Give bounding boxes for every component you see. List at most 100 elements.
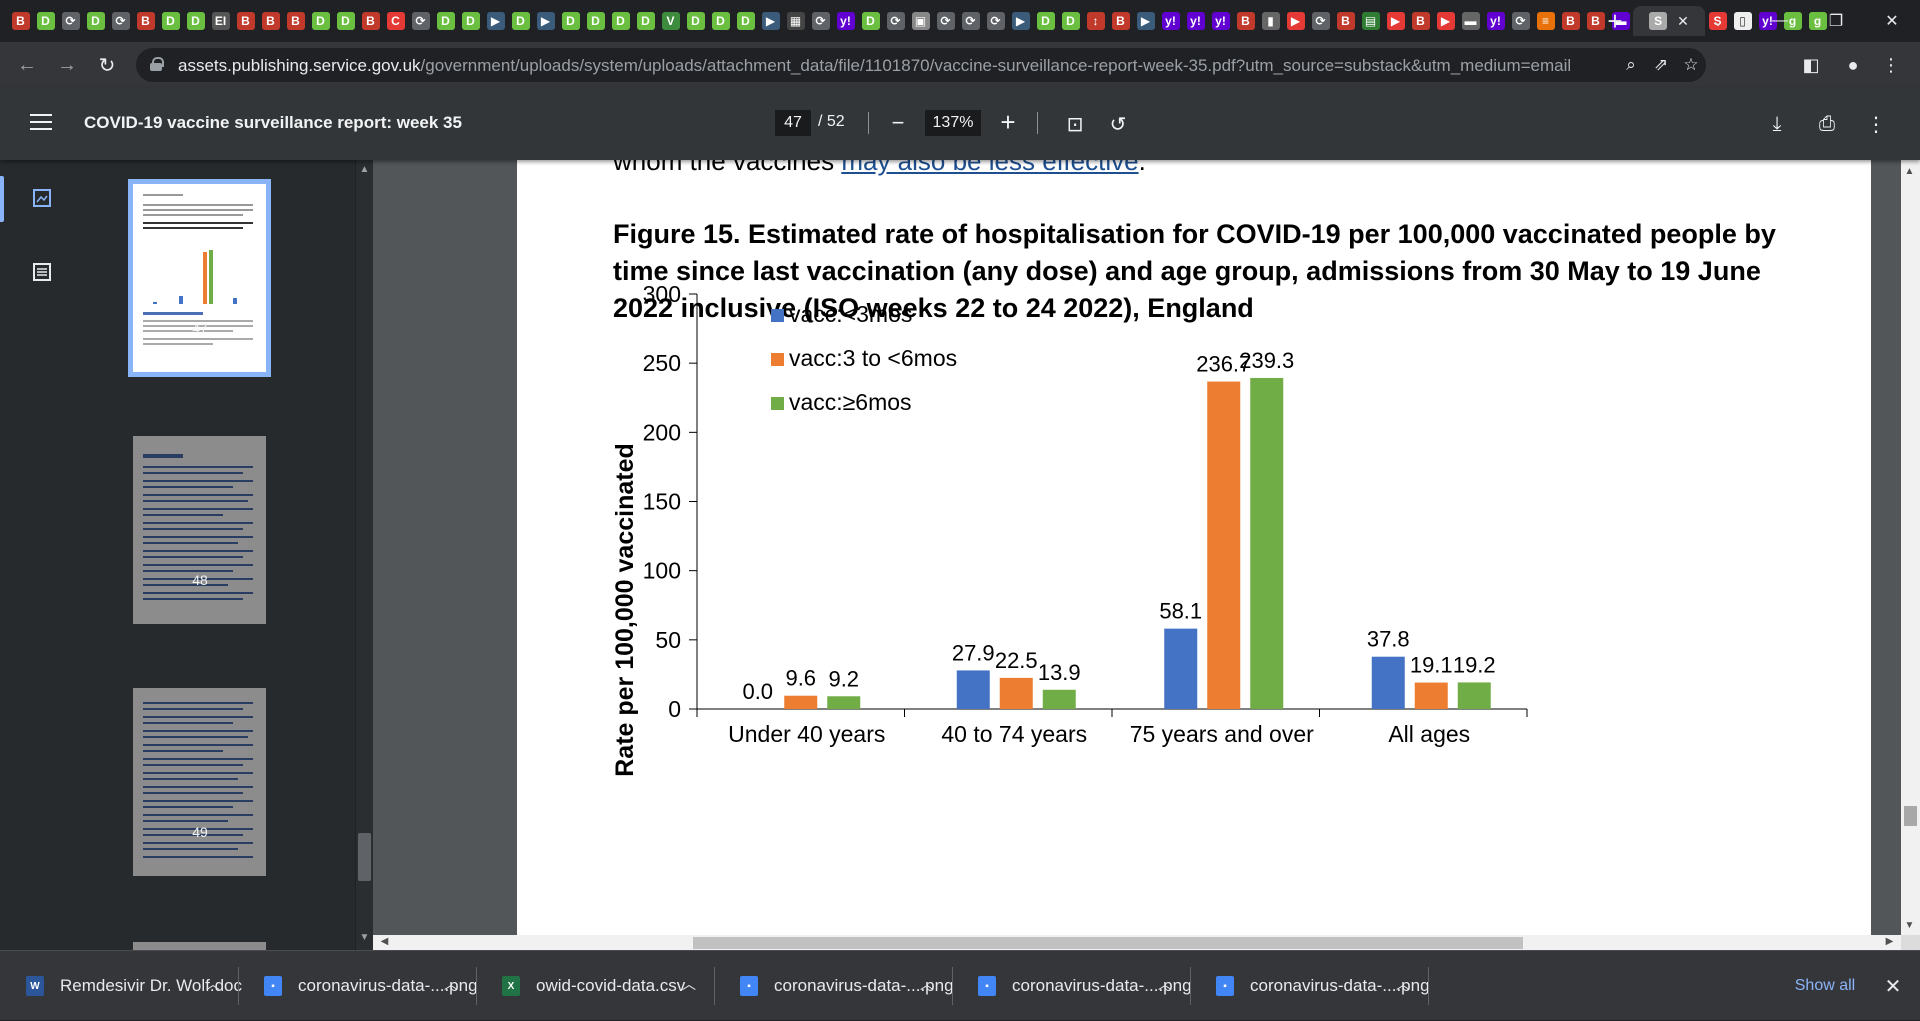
browser-tab[interactable]: B [1233,6,1258,36]
browser-tab[interactable]: D [308,6,333,36]
active-browser-tab[interactable]: S ✕ [1633,6,1705,36]
browser-tab[interactable]: B [133,6,158,36]
browser-tab[interactable]: D [183,6,208,36]
browser-tab[interactable]: ▶ [758,6,783,36]
browser-tab[interactable]: ▦ [783,6,808,36]
page-number-input[interactable]: 47 [775,110,811,136]
browser-tab[interactable]: ⟳ [58,6,83,36]
browser-tab[interactable]: ▶ [1383,6,1408,36]
page-thumbnail-47[interactable] [128,179,271,377]
browser-tab[interactable]: S [1705,6,1730,36]
browser-tab[interactable]: ⟳ [108,6,133,36]
viewer-horizontal-scrollbar[interactable]: ◀ ▶ [373,935,1901,950]
browser-tab[interactable]: EI [208,6,233,36]
browser-tab[interactable]: ▶ [533,6,558,36]
browser-tab[interactable]: y! [1755,6,1780,36]
chevron-up-icon[interactable]: ︿ [1158,976,1172,992]
browser-tab[interactable]: B [233,6,258,36]
profile-avatar-icon[interactable]: ● [1847,54,1859,75]
browser-tab[interactable]: ↕ [1083,6,1108,36]
browser-tab[interactable]: ⟳ [983,6,1008,36]
zoom-out-button[interactable]: − [891,110,905,135]
zoom-icon[interactable]: ⌕ [1626,55,1636,74]
browser-tab[interactable]: D [158,6,183,36]
download-item[interactable]: W Remdesivir Dr. Wolf.doc ︿ [0,951,242,1021]
browser-tab[interactable]: ▶ [1283,6,1308,36]
pdf-viewer[interactable]: whom the vaccines may also be less effec… [373,160,1901,935]
chevron-up-icon[interactable]: ︿ [1396,976,1410,992]
zoom-level-input[interactable]: 137% [925,110,981,136]
scroll-up-arrow-icon[interactable]: ▲ [359,164,370,175]
browser-tab[interactable]: y! [1183,6,1208,36]
share-icon[interactable]: ⇗ [1653,55,1669,74]
browser-tab[interactable]: ▮ [1258,6,1283,36]
bookmark-star-icon[interactable]: ☆ [1683,55,1699,74]
browser-tab[interactable]: ⟳ [1308,6,1333,36]
tab-search-icon[interactable]: ⌄ [1711,13,1725,30]
rotate-icon[interactable]: ↺ [1109,113,1127,136]
show-all-button[interactable]: Show all [1794,977,1856,994]
scroll-left-arrow-icon[interactable]: ◀ [380,936,389,947]
browser-tab[interactable]: D [733,6,758,36]
browser-tab[interactable]: B [8,6,33,36]
sidebar-scrollbar[interactable]: ▲ ▼ [356,160,373,950]
browser-tab[interactable]: D [508,6,533,36]
viewer-vertical-scrollbar[interactable]: ▲ ▼ [1901,160,1920,935]
restore-button[interactable]: ❐ [1828,13,1844,30]
browser-tab[interactable]: ⟳ [408,6,433,36]
thumbnails-view-icon[interactable] [28,184,56,212]
browser-tab[interactable]: B [1583,6,1608,36]
browser-tab[interactable]: D [608,6,633,36]
minimize-button[interactable]: — [1772,12,1788,29]
download-icon[interactable]: ⤓ [1772,112,1782,135]
browser-tab[interactable]: D [1058,6,1083,36]
download-item[interactable]: ▪ coronavirus-data-....png ︿ [952,951,1192,1021]
browser-tab[interactable]: ⟳ [958,6,983,36]
browser-tab[interactable]: y! [833,6,858,36]
browser-tab[interactable]: D [83,6,108,36]
browser-tab[interactable]: D [858,6,883,36]
browser-tab[interactable]: ⟳ [933,6,958,36]
browser-tab[interactable]: ▤ [1358,6,1383,36]
browser-tab[interactable]: D [708,6,733,36]
outline-view-icon[interactable] [28,258,56,286]
browser-tab[interactable]: ≡ [1533,6,1558,36]
page-thumbnail-50[interactable] [133,942,266,950]
browser-tab[interactable]: ▶ [1008,6,1033,36]
page-thumbnail-48[interactable] [133,436,266,624]
print-icon[interactable]: ⎙ [1819,112,1835,135]
browser-tab[interactable]: y! [1158,6,1183,36]
chevron-up-icon[interactable]: ︿ [206,976,220,992]
browser-tab[interactable]: D [458,6,483,36]
reference-link[interactable]: may also be less effective [841,160,1139,176]
horizontal-scroll-thumb[interactable] [693,937,1523,949]
back-button[interactable]: ← [17,53,37,76]
close-downloads-bar-icon[interactable]: ✕ [1884,975,1902,998]
page-thumbnail-49[interactable] [133,688,266,876]
browser-tab[interactable]: D [33,6,58,36]
download-item[interactable]: ▪ coronavirus-data-....png ︿ [1190,951,1430,1021]
scroll-right-arrow-icon[interactable]: ▶ [1885,936,1894,947]
browser-tab[interactable]: ▬ [1608,6,1633,36]
close-window-button[interactable]: ✕ [1885,13,1899,30]
new-tab-button[interactable]: + [1607,5,1623,36]
browser-tab[interactable]: D [683,6,708,36]
browser-tab[interactable]: y! [1483,6,1508,36]
browser-tab[interactable]: g [1780,6,1805,36]
browser-tab[interactable]: y! [1208,6,1233,36]
chevron-up-icon[interactable]: ︿ [444,976,458,992]
browser-tab[interactable]: B [1108,6,1133,36]
browser-tab[interactable]: ▬ [1458,6,1483,36]
scroll-down-arrow-icon[interactable]: ▼ [359,932,370,943]
more-actions-icon[interactable]: ⋮ [1866,113,1886,136]
browser-tab[interactable]: D [558,6,583,36]
sidebar-scroll-thumb[interactable] [358,833,371,881]
browser-tab[interactable]: C [383,6,408,36]
browser-tab[interactable]: D [633,6,658,36]
browser-tab[interactable]: ▣ [908,6,933,36]
address-bar[interactable]: assets.publishing.service.gov.uk/governm… [136,48,1706,82]
browser-tab[interactable]: D [583,6,608,36]
url-text[interactable]: assets.publishing.service.gov.uk/governm… [178,56,1572,75]
download-item[interactable]: ▪ coronavirus-data-....png ︿ [714,951,954,1021]
